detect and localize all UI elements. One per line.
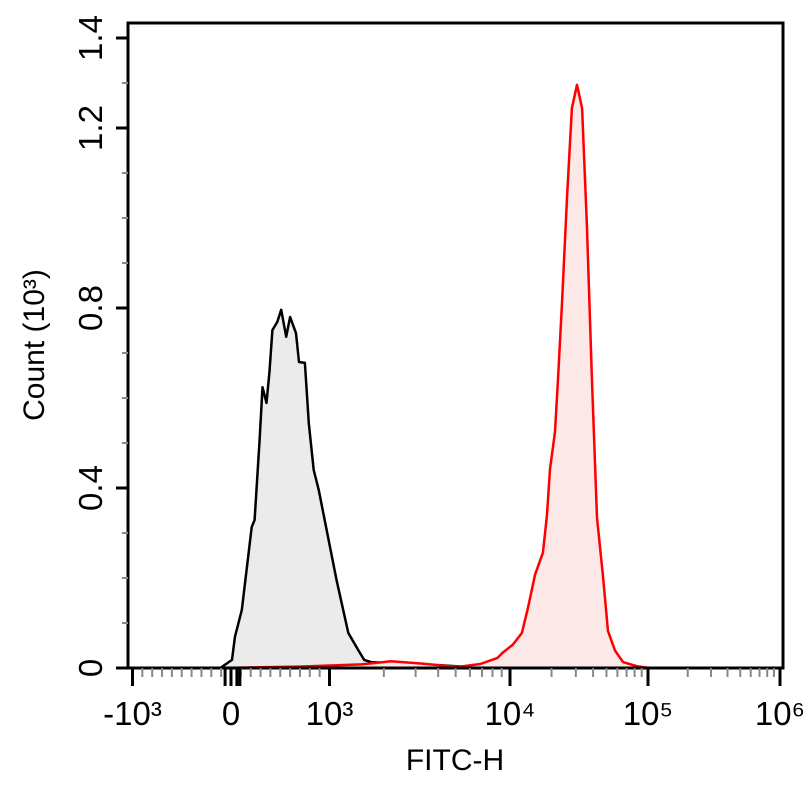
plot-frame <box>126 21 785 670</box>
y-tick-label: 0.4 <box>72 465 109 511</box>
y-tick-label: 0.8 <box>72 285 109 331</box>
x-axis-title: FITC-H <box>406 744 504 777</box>
x-axis: -10³ 0 10³ 10⁴ 10⁵ 10⁶ <box>103 668 805 732</box>
x-tick-label: 0 <box>222 695 240 732</box>
x-tick-label: 10⁶ <box>755 695 805 732</box>
x-tick-label: 10⁵ <box>623 695 673 732</box>
y-tick-label: 0 <box>72 659 109 677</box>
plot-area <box>126 21 785 670</box>
y-axis: 0 0.4 0.8 1.2 1.4 <box>72 15 128 677</box>
y-tick-label: 1.2 <box>72 105 109 151</box>
x-tick-label: -10³ <box>103 695 162 732</box>
series-0-fill <box>220 309 491 668</box>
x-tick-label: 10⁴ <box>485 695 536 732</box>
y-tick-label: 1.4 <box>72 15 109 61</box>
y-axis-title: Count (10³) <box>18 269 51 421</box>
x-tick-label: 10³ <box>306 695 354 732</box>
series-1-line <box>220 83 651 670</box>
series-0-line <box>219 308 491 670</box>
series-1-fill <box>220 84 650 669</box>
